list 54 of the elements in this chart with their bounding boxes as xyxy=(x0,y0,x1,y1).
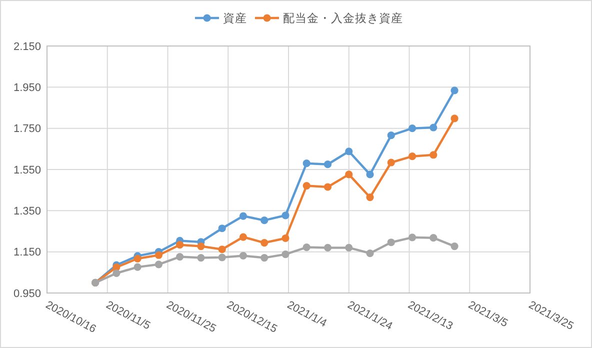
point xyxy=(450,86,458,94)
point xyxy=(366,249,374,258)
point xyxy=(302,182,310,190)
point xyxy=(324,183,332,191)
point xyxy=(450,242,458,250)
point xyxy=(366,170,374,178)
point xyxy=(154,251,162,259)
point xyxy=(239,252,248,260)
point xyxy=(387,238,395,246)
point xyxy=(239,212,248,220)
point xyxy=(387,132,395,140)
point xyxy=(408,124,416,132)
y-tick-label: 1.950 xyxy=(13,82,41,94)
y-tick-label: 2.150 xyxy=(13,40,41,53)
point xyxy=(282,234,290,242)
point xyxy=(218,254,226,262)
point xyxy=(282,212,290,220)
point xyxy=(134,263,142,271)
point xyxy=(345,170,353,178)
point xyxy=(430,234,438,242)
point xyxy=(430,151,438,159)
point xyxy=(345,244,353,252)
point xyxy=(176,241,184,249)
point xyxy=(197,254,205,262)
point xyxy=(197,242,205,250)
point xyxy=(408,152,416,160)
y-tick-label: 1.350 xyxy=(13,206,41,218)
y-tick-label: 0.950 xyxy=(13,288,41,300)
point xyxy=(260,254,268,262)
point xyxy=(324,244,332,252)
point xyxy=(408,234,416,242)
point xyxy=(218,246,226,254)
legend-label: 配当金・入金抜き資産 xyxy=(283,11,403,26)
point xyxy=(302,244,310,252)
point xyxy=(260,238,268,247)
y-tick-label: 1.150 xyxy=(13,246,41,259)
point xyxy=(176,252,184,261)
point xyxy=(302,160,310,168)
point xyxy=(387,158,395,166)
point xyxy=(366,193,374,202)
y-tick-label: 1.750 xyxy=(13,123,41,136)
point xyxy=(430,124,438,132)
point xyxy=(345,148,353,156)
point xyxy=(239,233,248,241)
point xyxy=(324,160,332,168)
point xyxy=(134,254,142,262)
point xyxy=(282,250,290,258)
legend-label: 資産 xyxy=(223,11,247,26)
point xyxy=(218,224,226,232)
point xyxy=(260,216,268,224)
point xyxy=(450,114,458,122)
point xyxy=(112,269,120,278)
point xyxy=(154,260,162,268)
y-tick-label: 1.550 xyxy=(13,164,41,176)
